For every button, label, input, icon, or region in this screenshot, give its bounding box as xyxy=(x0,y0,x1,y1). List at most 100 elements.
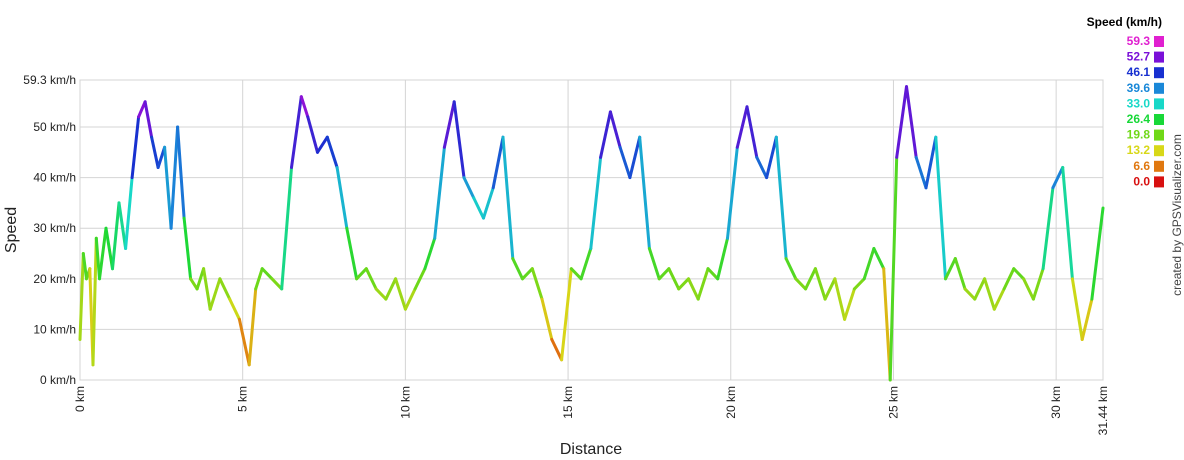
series-segment xyxy=(647,247,661,281)
y-tick-label: 10 km/h xyxy=(33,322,76,336)
series-segment xyxy=(963,287,977,301)
series-segment xyxy=(433,145,446,240)
series-segment xyxy=(667,267,681,291)
series-segment xyxy=(117,201,128,250)
series-segment xyxy=(1012,267,1026,281)
series-segment xyxy=(104,226,114,271)
legend-value: 6.6 xyxy=(1133,159,1150,173)
series-segment xyxy=(852,277,866,291)
y-tick-label: 20 km/h xyxy=(33,272,76,286)
series-segment xyxy=(983,277,996,311)
series-segment xyxy=(618,145,632,180)
series-segment xyxy=(355,267,368,281)
series-segment xyxy=(316,135,329,154)
series-segment xyxy=(687,277,700,301)
series-segment xyxy=(374,287,388,301)
series-segment xyxy=(98,226,108,281)
series-segment xyxy=(1002,267,1016,291)
series-segment xyxy=(306,115,319,154)
legend-value: 13.2 xyxy=(1127,143,1151,157)
legend-value: 39.6 xyxy=(1127,81,1151,95)
series-segment xyxy=(247,287,258,367)
series-segment xyxy=(1080,297,1094,341)
series-segment xyxy=(774,135,788,261)
y-tick-label: 40 km/h xyxy=(33,171,76,185)
series-segment xyxy=(628,135,642,180)
legend-value: 52.7 xyxy=(1127,50,1151,64)
series-segment xyxy=(735,105,749,149)
series-segment xyxy=(521,267,534,281)
y-tick-label: 59.3 km/h xyxy=(23,73,76,87)
legend-swatch xyxy=(1154,160,1164,172)
series-segment xyxy=(914,155,928,190)
series-segment xyxy=(442,100,456,149)
credit-text: created by GPSVisualizer.com xyxy=(1170,134,1184,296)
speed-series xyxy=(78,85,1105,382)
series-segment xyxy=(462,176,476,200)
series-segment xyxy=(78,252,85,341)
x-tick-label: 25 km xyxy=(886,386,900,419)
series-segment xyxy=(944,257,957,281)
y-axis-title: Speed xyxy=(3,207,20,253)
legend-swatch xyxy=(1154,36,1164,47)
series-segment xyxy=(599,110,612,159)
series-segment xyxy=(706,267,720,281)
series-segment xyxy=(403,287,417,311)
series-segment xyxy=(81,252,88,281)
legend-value: 59.3 xyxy=(1127,34,1151,48)
series-segment xyxy=(472,196,485,220)
series-segment xyxy=(335,166,349,230)
series-segment xyxy=(813,267,827,301)
series-segment xyxy=(163,145,173,230)
series-segment xyxy=(452,100,466,180)
series-segment xyxy=(833,277,847,321)
series-segment xyxy=(905,85,918,159)
series-segment xyxy=(924,135,938,190)
series-segment xyxy=(530,267,544,301)
x-tick-label: 31.44 km xyxy=(1096,386,1110,435)
grid-lines xyxy=(79,79,1104,381)
y-tick-label: 0 km/h xyxy=(40,373,76,387)
legend-swatch xyxy=(1154,176,1164,188)
legend-swatch xyxy=(1154,98,1164,110)
series-segment xyxy=(696,267,710,301)
legend-swatch xyxy=(1154,114,1164,125)
series-segment xyxy=(290,95,303,169)
series-segment xyxy=(124,176,134,250)
series-segment xyxy=(1090,206,1105,301)
legend-swatch xyxy=(1154,51,1164,63)
series-segment xyxy=(228,297,241,321)
series-segment xyxy=(130,115,141,180)
series-segment xyxy=(882,267,892,382)
series-segment xyxy=(794,277,808,291)
series-segment xyxy=(1031,267,1045,301)
y-tick-label: 30 km/h xyxy=(33,221,76,235)
series-segment xyxy=(638,135,651,250)
series-segment xyxy=(1051,166,1065,190)
legend-value: 0.0 xyxy=(1133,174,1150,188)
legend-swatch xyxy=(1154,82,1164,94)
series-segment xyxy=(608,110,622,149)
series-segment xyxy=(726,145,739,240)
series-segment xyxy=(992,287,1006,311)
x-tick-label: 0 km xyxy=(73,386,87,412)
series-segment xyxy=(745,105,759,159)
x-tick-label: 20 km xyxy=(724,386,738,419)
legend-title: Speed (km/h) xyxy=(1087,15,1162,29)
series-segment xyxy=(299,95,310,119)
series-segment xyxy=(423,236,437,271)
series-segment xyxy=(804,267,817,291)
series-segment xyxy=(111,201,121,271)
series-segment xyxy=(482,186,495,220)
series-segment xyxy=(413,267,427,291)
series-segment xyxy=(560,267,573,362)
series-segment xyxy=(364,267,378,291)
series-segment xyxy=(677,277,690,291)
series-segment xyxy=(1041,186,1055,271)
x-tick-label: 10 km xyxy=(398,386,412,419)
series-segment xyxy=(550,338,564,362)
series-segment xyxy=(1070,277,1084,341)
x-axis-title: Distance xyxy=(560,441,622,458)
series-segment xyxy=(195,267,206,291)
